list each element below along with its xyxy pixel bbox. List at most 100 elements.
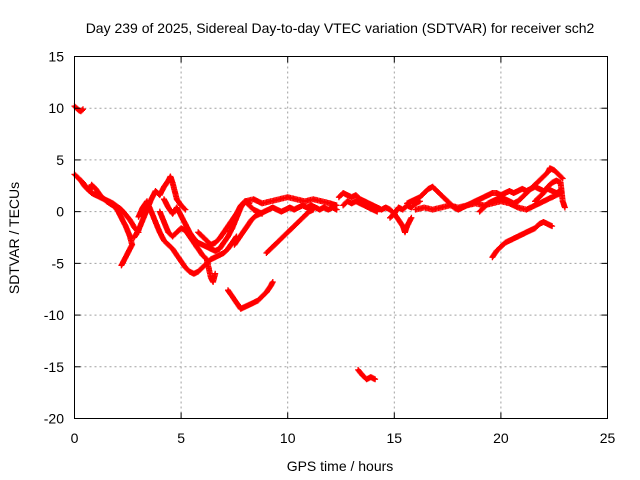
data-point (431, 185, 434, 188)
data-point (120, 216, 123, 219)
data-point (499, 200, 503, 203)
data-point (175, 198, 178, 201)
data-point (320, 200, 323, 203)
data-point (504, 241, 507, 244)
y-tick-label: 0 (56, 204, 64, 220)
y-tick-label: 15 (48, 49, 64, 65)
data-point (418, 196, 422, 199)
data-point (192, 237, 196, 240)
data-point (516, 235, 520, 238)
series-trace-9 (231, 202, 340, 248)
data-point (440, 193, 443, 197)
y-tick-label: -20 (44, 411, 64, 427)
data-point (297, 206, 300, 209)
data-point (271, 245, 274, 248)
data-point (77, 177, 81, 180)
data-point (188, 270, 191, 273)
grid-lines (74, 56, 608, 419)
data-point (292, 208, 296, 211)
data-point (561, 177, 564, 180)
data-point (495, 191, 498, 195)
data-point (88, 189, 91, 193)
data-point (133, 226, 136, 229)
data-point (474, 202, 477, 205)
data-point (222, 231, 225, 234)
data-point (369, 375, 372, 379)
data-point (546, 171, 549, 174)
data-point (162, 185, 166, 188)
data-point (546, 222, 549, 226)
data-point (90, 183, 93, 186)
data-point (478, 198, 481, 201)
data-point (130, 243, 134, 246)
data-point (508, 200, 511, 203)
data-point (542, 220, 545, 224)
data-point (267, 208, 270, 211)
data-point (162, 198, 166, 201)
data-point (222, 241, 225, 244)
data-point (397, 218, 400, 222)
data-point (529, 229, 532, 232)
data-point (548, 167, 552, 170)
data-point (115, 208, 119, 211)
data-point (401, 224, 404, 228)
data-point (422, 206, 426, 209)
data-point (98, 193, 102, 197)
data-point (533, 227, 537, 230)
data-point (478, 210, 481, 213)
data-point (169, 175, 172, 178)
data-point (559, 181, 562, 184)
data-point (550, 196, 554, 199)
data-point (201, 235, 204, 238)
series-trace-5 (135, 198, 240, 277)
data-point (508, 239, 511, 242)
data-point (184, 222, 187, 226)
data-point (546, 185, 549, 188)
data-point (263, 210, 266, 213)
data-point (314, 206, 317, 209)
data-point (303, 214, 306, 217)
data-point (175, 206, 178, 209)
data-point (388, 208, 392, 211)
data-point (235, 212, 238, 215)
data-point (356, 368, 360, 372)
data-point (499, 245, 503, 248)
data-point (205, 245, 208, 248)
data-point (167, 243, 170, 246)
data-point (218, 253, 221, 257)
data-point (486, 193, 490, 197)
data-point (295, 198, 298, 201)
data-point (252, 208, 255, 211)
data-point (410, 200, 413, 203)
data-point (307, 210, 311, 213)
x-tick-label: 20 (493, 430, 509, 446)
data-point (128, 218, 132, 222)
data-point (371, 208, 375, 211)
data-point (341, 204, 345, 207)
data-point (516, 189, 520, 193)
data-point (184, 266, 187, 269)
data-point (154, 189, 157, 193)
data-point (171, 212, 174, 215)
data-point (120, 264, 123, 267)
data-point (401, 208, 404, 211)
data-point (231, 218, 234, 222)
data-point (252, 198, 255, 201)
data-point (205, 239, 208, 242)
data-point (84, 185, 87, 188)
data-point (525, 208, 528, 211)
data-point (414, 198, 417, 201)
data-point (105, 200, 108, 203)
data-point (286, 196, 289, 199)
data-point (150, 198, 153, 201)
data-point (241, 231, 245, 234)
data-point (192, 272, 196, 275)
data-point (214, 256, 217, 259)
data-point (150, 210, 153, 213)
data-point (175, 231, 178, 234)
data-point (327, 208, 330, 211)
data-point (137, 229, 140, 232)
data-point (171, 181, 174, 184)
series-trace-20 (489, 219, 556, 261)
data-point (525, 231, 528, 234)
